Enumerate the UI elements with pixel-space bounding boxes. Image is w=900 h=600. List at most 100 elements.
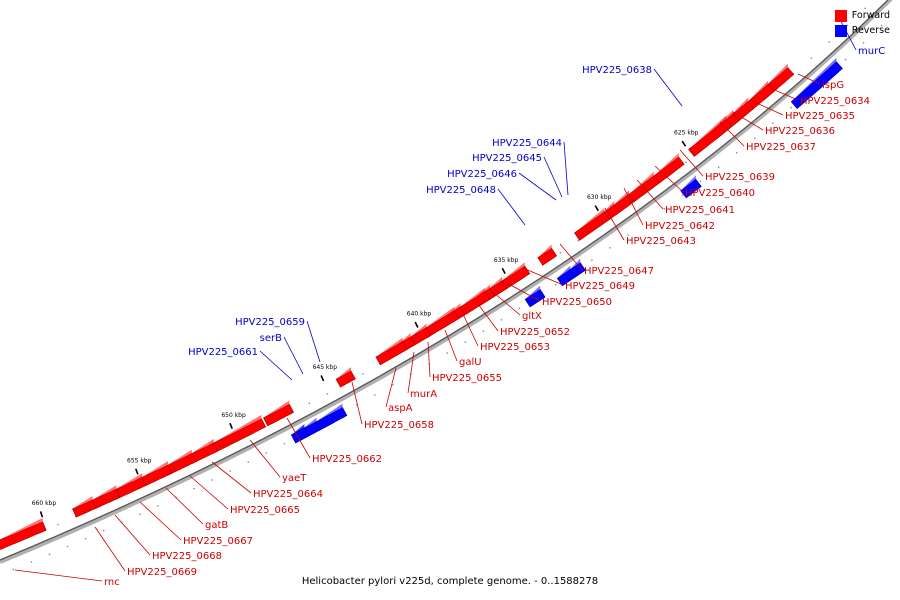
reverse-gene[interactable] [290,424,310,444]
leader-line [679,149,704,177]
forward-gene[interactable] [92,485,121,509]
gene-label-mura[interactable]: murA [407,351,437,400]
gene-label-gatb[interactable]: gatB [165,487,228,531]
gene-label-hpv225-0634[interactable]: HPV225_0634 [769,87,870,107]
forward-gene[interactable] [335,367,356,388]
gene-label-hpv225-0650[interactable]: HPV225_0650 [504,281,612,308]
gene-label-hpv225-0647[interactable]: HPV225_0647 [559,243,654,277]
gene-label-hpv225-0640[interactable]: HPV225_0640 [654,165,755,199]
forward-gene[interactable] [408,323,432,347]
gene-name: HPV225_0637 [746,142,816,153]
gene-label-aspa[interactable]: aspA [385,367,413,414]
leader-line [444,329,458,362]
forward-gene[interactable] [0,517,47,551]
forward-gene[interactable] [745,80,775,111]
gene-label-hpv225-0636[interactable]: HPV225_0636 [732,111,835,137]
gene-name: HPV225_0648 [426,185,496,196]
gene-label-hpv225-0641[interactable]: HPV225_0641 [636,179,735,216]
gene-label-hpv225-0644[interactable]: HPV225_0644 [492,138,569,196]
gene-label-hpv225-0668[interactable]: HPV225_0668 [114,514,222,562]
reverse-gene[interactable] [680,175,702,199]
gene-name: HPV225_0638 [582,65,652,76]
forward-gene[interactable] [163,449,197,476]
leader-line [286,417,311,459]
gene-label-hpv225-0661[interactable]: HPV225_0661 [188,347,293,381]
minor-tick-outer [717,166,720,168]
gene-label-hpv225-0667[interactable]: HPV225_0667 [139,501,253,547]
legend: Forward Reverse [834,8,890,38]
forward-gene[interactable] [111,473,147,500]
gene-face [336,367,351,380]
leader-line [719,121,745,147]
gene-label-hpv225-0652[interactable]: HPV225_0652 [477,303,570,338]
tick-label: 635 kbp [494,257,519,264]
gene-face [164,449,192,467]
gene-label-hpv225-0643[interactable]: HPV225_0643 [604,207,696,247]
gene-label-galu[interactable]: galU [444,329,482,368]
gene-face [112,473,143,492]
gene-face [557,265,571,279]
gene-name: ispG [822,80,844,91]
minor-tick-outer [482,330,485,332]
gene-label-serb[interactable]: serB [260,333,304,375]
forward-gene[interactable] [187,438,219,465]
gene-label-hpv225-0653[interactable]: HPV225_0653 [462,313,550,353]
minor-tick-outer [193,487,195,490]
gene-label-hpv225-0655[interactable]: HPV225_0655 [427,341,502,384]
leader-line [797,73,821,85]
gene-label-hpv225-0648[interactable]: HPV225_0648 [426,185,526,226]
gene-label-hpv225-0664[interactable]: HPV225_0664 [211,461,323,500]
tick-label: 655 kbp [127,457,152,464]
reverse-gene[interactable] [314,403,348,432]
gene-label-hpv225-0639[interactable]: HPV225_0639 [679,149,775,183]
minor-tick-inner [577,239,580,242]
gene-name: HPV225_0667 [183,536,253,547]
gene-label-yaet[interactable]: yaeT [249,439,307,484]
gene-label-ispg[interactable]: ispG [797,73,844,91]
gene-label-hpv225-0669[interactable]: HPV225_0669 [94,526,197,578]
reverse-gene[interactable] [790,57,843,110]
minor-tick-outer [48,553,51,556]
minor-tick-outer [157,505,159,507]
forward-gene[interactable] [628,171,660,202]
leader-line [563,141,569,196]
gene-label-hpv225-0638[interactable]: HPV225_0638 [582,65,683,107]
gene-label-hpv225-0646[interactable]: HPV225_0646 [447,169,557,201]
forward-gene[interactable] [455,287,491,318]
minor-tick-outer [283,442,286,445]
gene-label-hpv225-0645[interactable]: HPV225_0645 [472,153,563,198]
gene-label-hpv225-0649[interactable]: HPV225_0649 [522,267,635,292]
minor-tick-outer [699,180,702,183]
minor-tick-outer [211,479,213,481]
gene-name: HPV225_0668 [152,551,222,562]
gene-label-rnc[interactable]: rnc [14,569,120,588]
gene-name: gltX [522,311,542,322]
reverse-swatch [834,24,847,37]
forward-gene[interactable] [209,414,267,454]
gene-name: HPV225_0640 [685,188,755,199]
gene-name: HPV225_0669 [127,567,197,578]
reverse-gene[interactable] [556,265,576,287]
gene-label-hpv225-0665[interactable]: HPV225_0665 [189,475,300,516]
forward-gene[interactable] [139,461,173,487]
leader-line [14,569,103,582]
forward-gene[interactable] [688,115,733,157]
forward-gene[interactable] [537,244,558,266]
forward-gene[interactable] [422,306,460,339]
forward-gene[interactable] [72,496,97,518]
forward-gene[interactable] [263,400,295,427]
gene-label-hpv225-0662[interactable]: HPV225_0662 [286,417,382,465]
gene-label-hpv225-0635[interactable]: HPV225_0635 [749,99,855,122]
gene-label-hpv225-0642[interactable]: HPV225_0642 [623,187,715,232]
minor-tick-outer [735,151,738,154]
map-caption: Helicobacter pylori v225d, complete geno… [301,576,599,587]
gene-label-hpv225-0658[interactable]: HPV225_0658 [351,381,434,431]
gene-label-gltx[interactable]: gltX [492,291,542,322]
gene-face [398,333,411,344]
forward-gene[interactable] [574,208,610,241]
minor-tick-outer [844,58,847,61]
gene-label-hpv225-0659[interactable]: HPV225_0659 [235,317,321,363]
gene-label-hpv225-0637[interactable]: HPV225_0637 [719,121,816,153]
forward-gene[interactable] [375,337,408,366]
minor-tick-inner [308,402,311,405]
